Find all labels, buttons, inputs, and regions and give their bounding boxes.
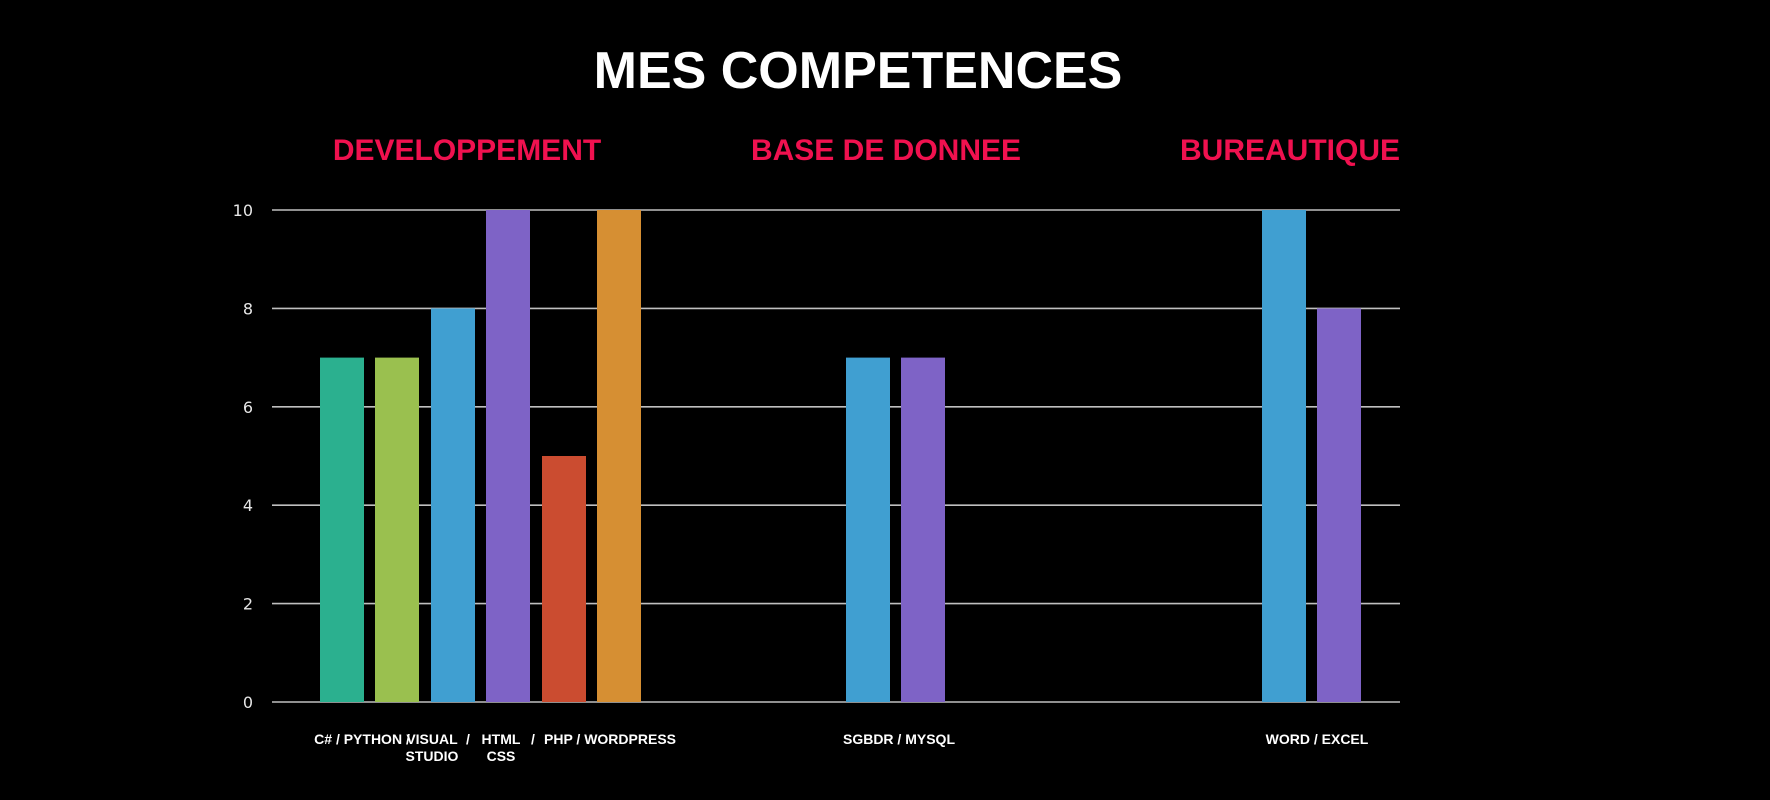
category-label: STUDIO [406,748,459,764]
bar [1262,210,1306,702]
category-label: PHP / WORDPRESS [544,731,676,747]
bars [320,210,1361,702]
category-label: WORD / EXCEL [1266,731,1369,747]
bar [431,308,475,702]
y-tick-label: 2 [243,595,253,614]
chart-title: MES COMPETENCES [594,42,1123,100]
y-axis-tick-labels: 0 2 4 6 8 10 [233,201,253,712]
category-label: HTML [482,731,521,747]
category-label: / [531,731,535,747]
group-label: BASE DE DONNEE [751,134,1021,167]
group-label: BUREAUTIQUE [1180,134,1400,167]
bar [375,357,419,702]
bar [542,456,586,702]
bar [320,357,364,702]
bar [597,210,641,702]
y-tick-label: 10 [233,201,253,220]
category-label: / [466,731,470,747]
bar [846,357,890,702]
group-labels: DEVELOPPEMENT BASE DE DONNEE BUREAUTIQUE [333,134,1400,167]
y-tick-label: 0 [243,693,253,712]
y-tick-label: 8 [243,299,253,318]
group-label: DEVELOPPEMENT [333,134,601,167]
y-tick-label: 6 [243,398,253,417]
category-label: VISUAL [406,731,458,747]
bar [901,357,945,702]
y-tick-label: 4 [243,496,253,515]
bar [1317,308,1361,702]
category-label: SGBDR / MYSQL [843,731,955,747]
bar [486,210,530,702]
category-label: C# / PYTHON / [314,731,410,747]
category-label: CSS [487,748,516,764]
